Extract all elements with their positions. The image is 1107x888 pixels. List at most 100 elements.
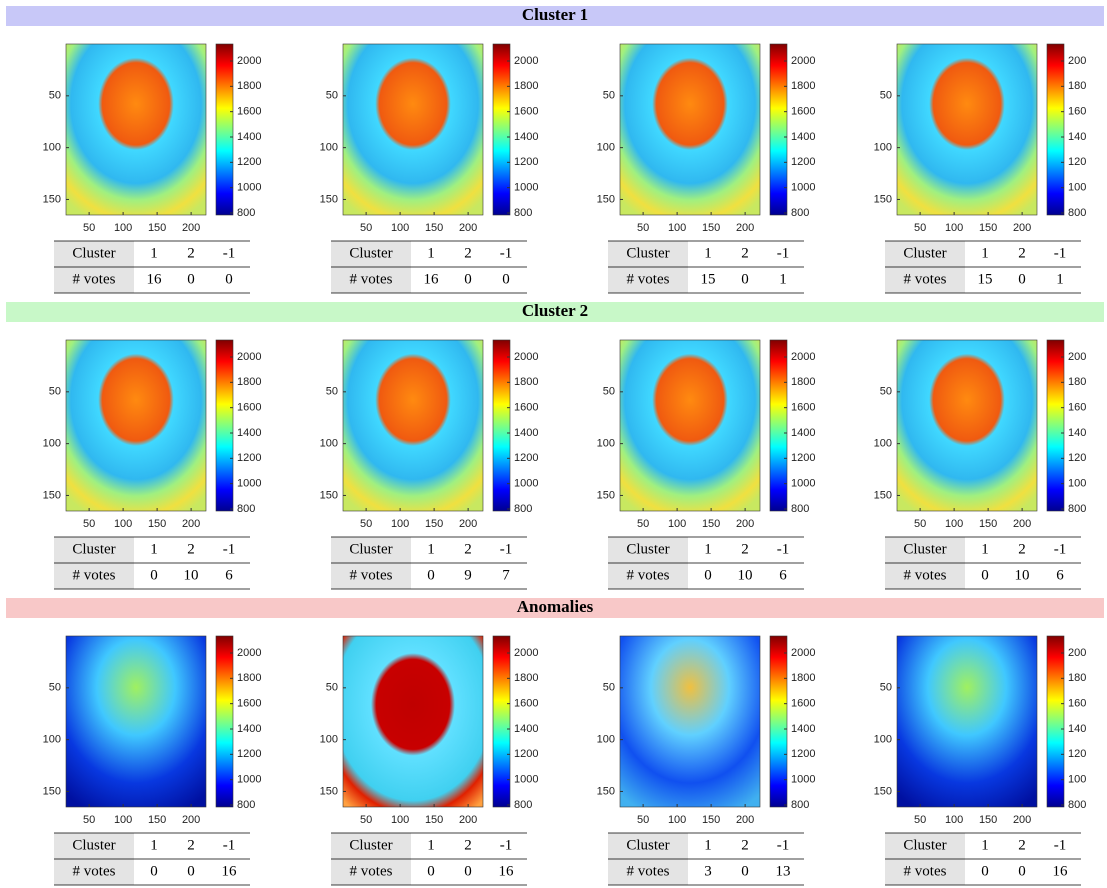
x-tick-label: 200 [1013, 814, 1031, 826]
colorbar-tick-label: 1200 [791, 452, 815, 464]
table-cell: 1 [427, 245, 435, 261]
colorbar-tick-label: 1600 [237, 402, 261, 414]
table-cell: # votes [904, 567, 947, 583]
heatmap-image [343, 44, 483, 215]
table-cell: 0 [427, 863, 435, 879]
table-cell: -1 [777, 837, 790, 853]
colorbar-tick-label: 1000 [237, 478, 261, 490]
y-tick-label: 100 [320, 734, 338, 746]
table-cell: 2 [741, 245, 749, 261]
colorbar-tick-label: 1800 [237, 80, 261, 92]
y-tick-label: 150 [874, 193, 892, 205]
colorbar-tick-label: 140 [1068, 131, 1086, 143]
heatmap-image [897, 44, 1037, 215]
y-tick-label: 150 [597, 489, 615, 501]
y-tick-label: 100 [43, 438, 61, 450]
y-tick-label: 150 [43, 193, 61, 205]
y-tick-label: 100 [597, 734, 615, 746]
colorbar-tick-label: 200 [1068, 55, 1086, 67]
x-tick-label: 150 [979, 222, 997, 234]
x-tick-label: 150 [702, 518, 720, 530]
y-tick-label: 100 [43, 142, 61, 154]
table-cell: Cluster [72, 837, 115, 853]
table-cell: -1 [500, 245, 513, 261]
y-tick-label: 100 [597, 142, 615, 154]
table-cell: 0 [427, 567, 435, 583]
colorbar [1047, 44, 1064, 215]
y-tick-label: 150 [874, 785, 892, 797]
heatmap-image [620, 44, 760, 215]
table-cell: 7 [502, 567, 510, 583]
x-tick-label: 100 [945, 814, 963, 826]
colorbar-tick-label: 2000 [237, 55, 261, 67]
table-cell: Cluster [903, 541, 946, 557]
table-cell: # votes [73, 567, 116, 583]
colorbar-tick-label: 1600 [237, 106, 261, 118]
x-tick-label: 200 [182, 814, 200, 826]
colorbar-tick-label: 1600 [514, 698, 538, 710]
colorbar-tick-label: 1000 [237, 774, 261, 786]
y-tick-label: 100 [874, 438, 892, 450]
x-tick-label: 100 [945, 222, 963, 234]
colorbar-tick-label: 120 [1068, 748, 1086, 760]
table-cell: -1 [500, 541, 513, 557]
colorbar-tick-label: 1400 [237, 723, 261, 735]
colorbar-tick-label: 1800 [514, 80, 538, 92]
table-cell: # votes [73, 271, 116, 287]
heatmap-image [897, 340, 1037, 511]
x-tick-label: 50 [637, 222, 649, 234]
y-tick-label: 100 [597, 438, 615, 450]
colorbar-tick-label: 120 [1068, 156, 1086, 168]
table-cell: 1 [981, 541, 989, 557]
table-cell: Cluster [349, 837, 392, 853]
table-cell: # votes [627, 271, 670, 287]
colorbar-tick-label: 1200 [791, 156, 815, 168]
heatmap-image [343, 636, 483, 807]
table-cell: 10 [1015, 567, 1030, 583]
x-tick-label: 150 [425, 518, 443, 530]
y-tick-label: 150 [874, 489, 892, 501]
colorbar-tick-label: 800 [237, 207, 255, 219]
table-cell: 15 [701, 271, 716, 287]
table-cell: Cluster [349, 541, 392, 557]
colorbar-tick-label: 2000 [791, 647, 815, 659]
table-cell: 16 [499, 863, 515, 879]
y-tick-label: 50 [880, 386, 892, 398]
x-tick-label: 100 [391, 518, 409, 530]
colorbar [770, 340, 787, 511]
colorbar-tick-label: 1800 [791, 80, 815, 92]
table-cell: # votes [904, 863, 947, 879]
x-tick-label: 150 [702, 814, 720, 826]
x-tick-label: 200 [736, 222, 754, 234]
x-tick-label: 200 [736, 814, 754, 826]
table-cell: 3 [704, 863, 712, 879]
y-tick-label: 150 [320, 785, 338, 797]
table-cell: Cluster [626, 541, 669, 557]
table-cell: 1 [150, 837, 158, 853]
table-cell: 2 [464, 837, 472, 853]
colorbar-tick-label: 800 [237, 799, 255, 811]
colorbar-tick-label: 160 [1068, 106, 1086, 118]
x-tick-label: 150 [148, 518, 166, 530]
table-cell: # votes [73, 863, 116, 879]
table-cell: 9 [464, 567, 472, 583]
x-tick-label: 50 [914, 518, 926, 530]
x-tick-label: 200 [1013, 222, 1031, 234]
x-tick-label: 50 [360, 222, 372, 234]
colorbar-tick-label: 2000 [791, 55, 815, 67]
table-cell: 0 [1018, 271, 1026, 287]
colorbar [493, 340, 510, 511]
y-tick-label: 50 [603, 90, 615, 102]
x-tick-label: 50 [360, 518, 372, 530]
table-cell: 2 [464, 245, 472, 261]
x-tick-label: 100 [668, 222, 686, 234]
table-cell: 16 [222, 863, 238, 879]
colorbar-tick-label: 1200 [514, 156, 538, 168]
colorbar-tick-label: 1000 [514, 478, 538, 490]
colorbar-tick-label: 1400 [237, 131, 261, 143]
colorbar-tick-label: 1000 [791, 774, 815, 786]
x-tick-label: 50 [83, 222, 95, 234]
table-cell: 10 [738, 567, 753, 583]
heatmap-image [66, 44, 206, 215]
colorbar-tick-label: 140 [1068, 723, 1086, 735]
